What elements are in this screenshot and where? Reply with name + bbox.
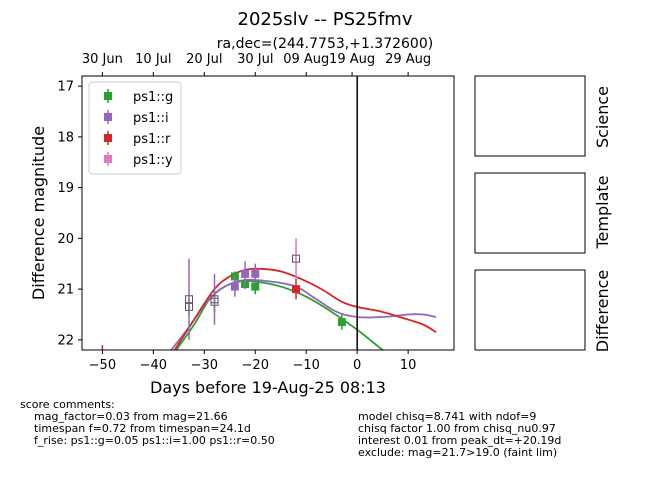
- template-panel-label: Template: [593, 175, 612, 249]
- plot-area: −50 −40 −30 −20 −10 0 10 17 18 19 20 21 22 30 Jun 10 J…: [57, 52, 455, 373]
- legend-label-ps1--y: ps1::y: [133, 153, 173, 168]
- score-comment-line: timespan f=0.72 from timespan=24.1d: [34, 422, 251, 435]
- score-comments: score comments: mag_factor=0.03 from mag…: [20, 399, 275, 447]
- top-date-tick-label: 20 Jul: [186, 52, 222, 67]
- difference-image-panel: [474, 269, 586, 351]
- data-point-ps1--i: [251, 269, 260, 278]
- top-date-tick-label: 10 Jul: [135, 52, 171, 67]
- plot-frame: [81, 75, 455, 351]
- top-date-tick-label: 09 Aug: [283, 52, 329, 67]
- x-tick-label: 10: [400, 358, 417, 373]
- model-curve-ps1--i: [170, 278, 437, 350]
- data-point-ps1--r: [292, 285, 301, 294]
- score-comment-line: mag_factor=0.03 from mag=21.66: [34, 410, 228, 423]
- chart-title: 2025slv -- PS25fmv: [238, 9, 413, 30]
- x-tick-label: −20: [242, 358, 269, 373]
- science-image-panel: [474, 75, 586, 157]
- legend-marker-ps1--y: [104, 155, 112, 163]
- model-comment-line: interest 0.01 from peak_dt=+20.19d: [358, 434, 562, 447]
- legend-box: [88, 81, 182, 175]
- model-comment-line: chisq factor 1.00 from chisq_nu0.97: [358, 422, 556, 435]
- x-tick-label: −10: [293, 358, 320, 373]
- data-point-ps1--i: [241, 269, 250, 278]
- model-comment-line: exclude: mag=21.7>19.0 (faint lim): [358, 446, 558, 459]
- model-comments: model chisq=8.741 with ndof=9 chisq fact…: [358, 411, 561, 459]
- science-panel-label: Science: [593, 86, 612, 148]
- data-point-ps1--y: [292, 254, 301, 263]
- plot-data-layer: [101, 76, 437, 350]
- y-tick-label: 20: [57, 232, 74, 247]
- score-comments-header: score comments:: [20, 398, 115, 411]
- data-point-ps1--g: [251, 282, 260, 291]
- difference-panel-label: Difference: [593, 270, 612, 352]
- legend-marker-ps1--r: [104, 134, 112, 142]
- data-point-ps1--i: [185, 295, 194, 304]
- data-point-ps1--i: [210, 295, 219, 304]
- x-tick-label: −40: [140, 358, 167, 373]
- legend-label-ps1--r: ps1::r: [133, 132, 171, 147]
- legend-marker-ps1--i: [104, 113, 112, 121]
- data-point-ps1--g: [337, 318, 346, 327]
- x-tick-label: −50: [89, 358, 116, 373]
- x-axis-label: Days before 19-Aug-25 08:13: [150, 378, 386, 397]
- model-comment-line: model chisq=8.741 with ndof=9: [358, 410, 537, 423]
- score-comment-line: f_rise: ps1::g=0.05 ps1::i=1.00 ps1::r=0…: [34, 434, 275, 447]
- top-date-tick-label: 19 Aug: [329, 52, 375, 67]
- top-date-tick-label: 30 Jul: [237, 52, 273, 67]
- y-tick-label: 21: [57, 283, 74, 298]
- y-axis-label: Difference magnitude: [29, 126, 48, 300]
- legend-label-ps1--g: ps1::g: [133, 90, 173, 105]
- chart-subtitle: ra,dec=(244.7753,+1.372600): [217, 36, 433, 52]
- x-tick-label: 0: [353, 358, 361, 373]
- model-curve-ps1--r: [173, 267, 437, 350]
- y-tick-label: 22: [57, 333, 74, 348]
- template-image-panel: [474, 172, 586, 254]
- legend-label-ps1--i: ps1::i: [133, 111, 169, 126]
- top-date-tick-label: 29 Aug: [385, 52, 431, 67]
- y-tick-label: 19: [57, 181, 74, 196]
- top-date-tick-label: 30 Jun: [82, 52, 123, 67]
- x-tick-label: −30: [191, 358, 218, 373]
- data-point-ps1--i: [230, 282, 239, 291]
- y-tick-label: 17: [57, 80, 74, 95]
- legend-marker-ps1--g: [104, 92, 112, 100]
- y-tick-label: 18: [57, 130, 74, 145]
